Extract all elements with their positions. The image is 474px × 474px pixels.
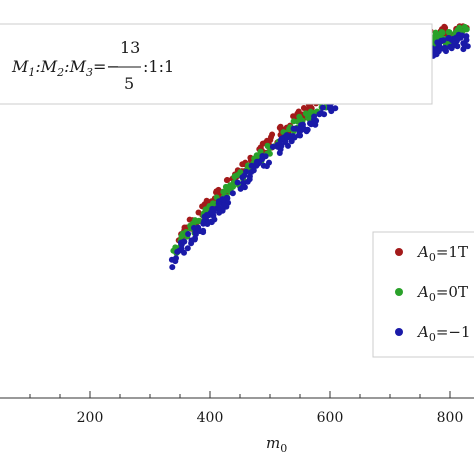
annotation-box: M1:M2:M3=− 13 5 :1:1 — [0, 23, 433, 105]
data-point — [222, 183, 229, 190]
data-point — [184, 245, 191, 252]
annotation-fraction-numerator: 13 — [120, 38, 140, 57]
data-point — [450, 42, 457, 49]
data-point — [215, 186, 222, 193]
data-point — [220, 202, 227, 209]
data-point — [460, 41, 467, 47]
x-ticks: 200 400 600 800 — [29, 391, 464, 426]
legend-label: A0=1T — [416, 243, 468, 264]
data-point — [224, 195, 231, 202]
data-point — [304, 126, 311, 133]
data-point — [260, 162, 267, 169]
data-point — [181, 224, 188, 231]
data-point — [219, 196, 226, 203]
data-point — [278, 135, 285, 142]
data-point — [208, 218, 215, 225]
data-point — [173, 255, 179, 262]
data-point — [195, 209, 202, 216]
data-point — [326, 105, 333, 112]
data-point — [295, 109, 302, 116]
data-point — [223, 177, 230, 184]
data-point — [230, 183, 236, 190]
data-point — [203, 197, 210, 204]
data-point — [250, 167, 257, 174]
legend-marker — [395, 328, 403, 336]
data-point — [285, 142, 291, 149]
data-point — [431, 46, 438, 53]
data-point — [276, 150, 283, 156]
data-point — [241, 184, 248, 191]
data-point — [231, 173, 238, 180]
data-point — [439, 29, 446, 36]
data-point — [215, 200, 222, 207]
x-tick-label: 600 — [317, 410, 344, 426]
data-point — [174, 248, 181, 255]
data-point — [188, 237, 195, 244]
data-point — [200, 220, 207, 227]
data-point — [318, 110, 325, 116]
data-point — [178, 245, 185, 252]
data-point — [286, 126, 293, 133]
data-point — [460, 46, 467, 53]
x-axis-label: m0 — [266, 434, 287, 455]
data-point — [185, 231, 192, 237]
data-point — [190, 220, 196, 227]
data-point — [241, 172, 248, 179]
data-point — [181, 238, 188, 245]
data-point — [442, 24, 449, 31]
data-point — [269, 143, 276, 150]
x-axis-label-sub: 0 — [280, 442, 287, 455]
x-tick-label: 400 — [197, 410, 224, 426]
data-point — [229, 190, 236, 197]
data-point — [172, 244, 179, 251]
annotation-fraction-denominator: 5 — [124, 74, 134, 93]
data-point — [445, 29, 452, 35]
data-point — [308, 121, 315, 128]
x-tick-label: 200 — [77, 410, 104, 426]
data-point — [441, 44, 448, 51]
data-point — [459, 32, 466, 39]
data-point — [216, 209, 223, 216]
data-point — [215, 204, 222, 211]
data-point — [290, 118, 297, 125]
annotation-ratio-tail: :1:1 — [143, 57, 174, 76]
data-point — [434, 39, 441, 46]
x-axis-label-main: m — [266, 434, 280, 452]
data-point — [269, 131, 276, 138]
data-point — [296, 128, 303, 135]
data-point — [448, 36, 455, 43]
data-point — [299, 121, 306, 128]
data-point — [195, 227, 202, 234]
data-point — [433, 51, 440, 58]
data-point — [283, 132, 290, 139]
legend-label: A0=0T — [416, 283, 468, 304]
legend: A0=1T A0=0T A0=−1 — [372, 231, 474, 358]
data-point — [291, 113, 298, 120]
data-point — [319, 104, 326, 111]
data-point — [178, 233, 185, 240]
data-point — [311, 113, 318, 120]
data-point — [463, 26, 470, 33]
x-tick-label: 800 — [437, 410, 464, 426]
data-point — [169, 264, 176, 271]
data-point — [303, 111, 310, 118]
data-point — [200, 229, 207, 236]
data-point — [237, 169, 244, 176]
data-point — [244, 178, 251, 185]
annotation-text: M1:M2:M3=− — [11, 57, 120, 79]
legend-marker — [395, 288, 403, 296]
data-point — [234, 179, 241, 186]
data-point — [290, 125, 297, 132]
legend-label: A0=−1 — [416, 323, 471, 344]
data-point — [208, 209, 215, 216]
data-point — [248, 162, 255, 169]
data-point — [220, 188, 227, 195]
legend-marker — [395, 248, 403, 256]
data-point — [266, 159, 272, 166]
data-point — [253, 162, 260, 169]
data-point — [262, 153, 269, 160]
data-point — [274, 142, 281, 148]
data-point — [201, 213, 208, 220]
